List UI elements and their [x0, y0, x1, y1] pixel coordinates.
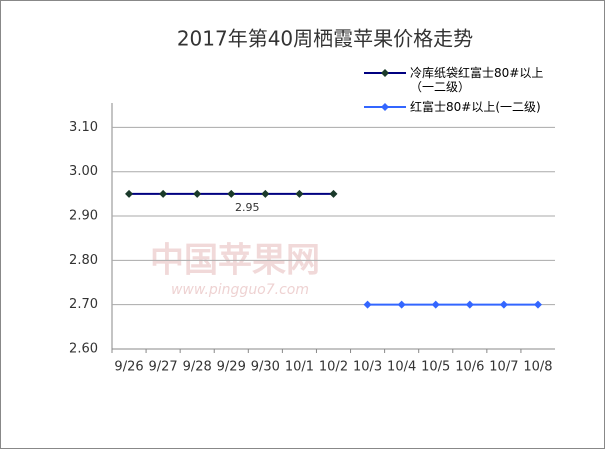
y-tick-label: 2.90 [69, 209, 98, 224]
x-tick-label: 10/7 [489, 360, 518, 375]
marker [295, 189, 304, 198]
x-tick-label: 10/5 [421, 360, 450, 375]
marker [363, 300, 372, 309]
marker [159, 189, 168, 198]
legend: 冷库纸袋红富士80#以上（一二级） 红富士80#以上(一二级) [362, 66, 562, 120]
legend-item: 冷库纸袋红富士80#以上（一二级） [362, 66, 562, 94]
marker [125, 189, 134, 198]
x-tick-label: 10/4 [387, 360, 416, 375]
marker [533, 300, 542, 309]
y-tick-label: 3.00 [69, 164, 98, 179]
y-tick-label: 2.60 [69, 342, 98, 357]
x-tick-label: 10/2 [319, 360, 348, 375]
x-tick-label: 9/26 [114, 360, 143, 375]
marker [431, 300, 440, 309]
y-tick-label: 3.10 [69, 120, 98, 135]
data-label: 2.95 [235, 201, 260, 214]
marker [465, 300, 474, 309]
x-tick-label: 9/28 [183, 360, 212, 375]
legend-swatch [364, 103, 406, 111]
marker [329, 189, 338, 198]
x-tick-label: 10/3 [353, 360, 382, 375]
x-tick-label: 9/30 [251, 360, 280, 375]
marker [193, 189, 202, 198]
marker [261, 189, 270, 198]
watermark-url: www.pingguo7.com [171, 282, 309, 298]
y-tick-label: 2.70 [69, 297, 98, 312]
marker [227, 189, 236, 198]
legend-item: 红富士80#以上(一二级) [362, 100, 562, 114]
legend-label: 冷库纸袋红富士80#以上（一二级） [410, 66, 544, 94]
x-tick-label: 9/27 [149, 360, 178, 375]
x-tick-label: 10/1 [285, 360, 314, 375]
chart-title: 2017年第40周栖霞苹果价格走势 [177, 27, 473, 51]
marker [397, 300, 406, 309]
x-tick-label: 10/6 [455, 360, 484, 375]
y-tick-label: 2.80 [69, 253, 98, 268]
x-tick-label: 10/8 [523, 360, 552, 375]
legend-marker [381, 69, 389, 77]
legend-label: 红富士80#以上(一二级) [410, 100, 541, 114]
legend-swatch [364, 69, 406, 77]
legend-marker [381, 103, 389, 111]
marker [499, 300, 508, 309]
x-tick-label: 9/29 [217, 360, 246, 375]
